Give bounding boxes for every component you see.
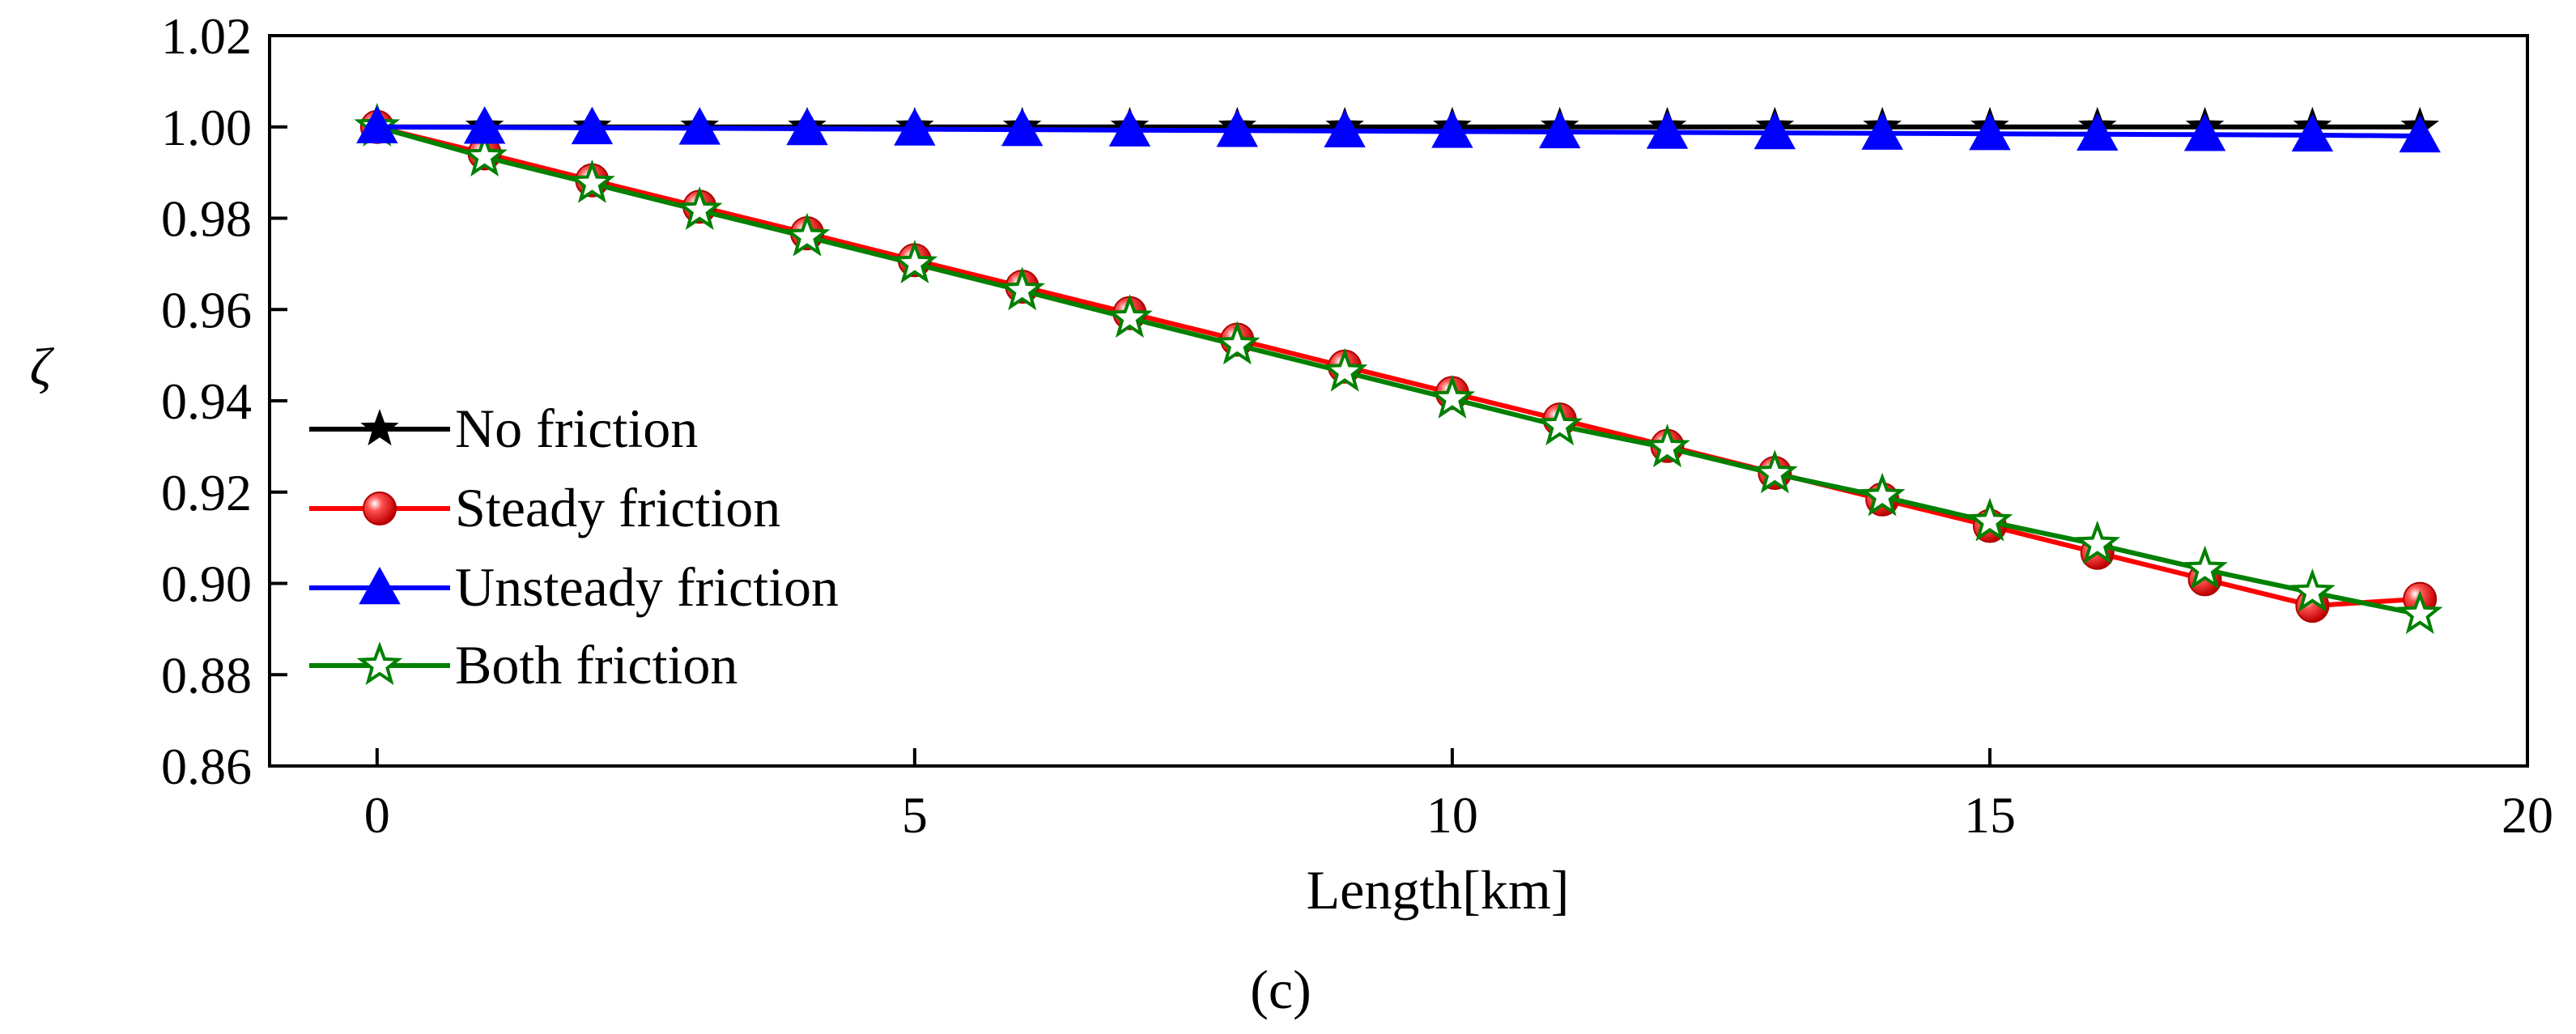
legend-item-steady-friction: Steady friction [309, 477, 780, 538]
legend-label: Unsteady friction [455, 556, 839, 618]
data-point-both-friction [676, 186, 723, 230]
data-point-unsteady-friction [463, 106, 506, 144]
data-point-unsteady-friction [1861, 112, 1903, 150]
data-point-unsteady-friction [2183, 113, 2226, 151]
data-point-unsteady-friction [1324, 109, 1366, 148]
legend-marker [356, 641, 403, 686]
y-tick-label: 0.86 [161, 738, 252, 795]
x-axis: 0 5 10 15 20 [364, 748, 2553, 844]
y-tick-label: 0.98 [161, 190, 252, 248]
y-tick-label: 0.88 [161, 646, 252, 704]
data-point-unsteady-friction [1753, 112, 1796, 150]
series-line-unsteady-friction [376, 124, 2421, 138]
data-point-both-friction [1644, 423, 1690, 468]
legend-marker [363, 491, 397, 526]
series-steady-friction [359, 109, 2438, 623]
series-both-friction [354, 103, 2443, 634]
y-tick-label: 0.96 [161, 281, 252, 338]
data-point-unsteady-friction [1216, 109, 1258, 147]
data-point-both-friction [2396, 590, 2443, 634]
data-point-both-friction [2182, 545, 2228, 589]
data-point-unsteady-friction [2077, 113, 2119, 151]
legend: No friction Steady friction Unsteady frict… [309, 398, 839, 696]
y-tick-label: 0.92 [161, 464, 252, 521]
x-tick-label: 0 [364, 786, 390, 844]
data-point-both-friction [1859, 472, 1906, 517]
data-point-both-friction [1429, 374, 1476, 419]
y-tick-label: 0.90 [161, 555, 252, 613]
data-point-both-friction [1752, 449, 1798, 494]
data-point-unsteady-friction [1646, 111, 1689, 149]
series-layer [354, 103, 2443, 634]
data-point-unsteady-friction [571, 106, 614, 145]
legend-label: Both friction [455, 634, 738, 696]
x-tick-label: 10 [1426, 786, 1478, 844]
y-axis: 0.86 0.88 0.90 0.92 0.94 0.96 0.98 1.00 1.02 [161, 7, 287, 795]
data-point-unsteady-friction [894, 108, 936, 146]
data-point-both-friction [784, 212, 831, 257]
data-point-both-friction [461, 133, 508, 177]
series-unsteady-friction [356, 105, 2441, 153]
data-point-both-friction [2289, 568, 2336, 612]
data-point-both-friction [1966, 497, 2013, 542]
y-tick-label: 1.02 [161, 7, 252, 65]
data-point-both-friction [2074, 520, 2121, 564]
data-point-unsteady-friction [786, 107, 828, 146]
data-point-both-friction [1107, 294, 1153, 338]
x-axis-label: Length[km] [1307, 859, 1570, 921]
y-tick-label: 1.00 [161, 99, 252, 156]
data-point-unsteady-friction [678, 107, 721, 145]
legend-label: Steady friction [455, 477, 780, 538]
data-point-both-friction [999, 266, 1045, 311]
data-point-unsteady-friction [1001, 109, 1044, 147]
data-point-unsteady-friction [1539, 110, 1581, 149]
y-axis-label: ζ [30, 338, 55, 397]
data-point-unsteady-friction [2291, 113, 2334, 152]
legend-marker [360, 409, 399, 446]
legend-item-both-friction: Both friction [309, 634, 738, 696]
legend-marker [359, 566, 401, 605]
panel-label: (c) [1250, 959, 1311, 1020]
data-point-unsteady-friction [356, 105, 398, 143]
legend-item-no-friction: No friction [309, 398, 698, 459]
x-tick-label: 20 [2502, 786, 2553, 844]
x-tick-label: 5 [902, 786, 928, 844]
y-tick-label: 0.94 [161, 372, 252, 430]
legend-label: No friction [455, 398, 698, 459]
data-point-unsteady-friction [1431, 110, 1473, 148]
data-point-both-friction [891, 240, 938, 283]
x-tick-label: 15 [1964, 786, 2016, 844]
data-point-unsteady-friction [1108, 109, 1151, 147]
data-point-unsteady-friction [2399, 114, 2441, 153]
data-point-both-friction [1537, 402, 1583, 446]
series-line-steady-friction [376, 124, 2421, 609]
data-point-both-friction [569, 159, 615, 203]
legend-item-unsteady-friction: Unsteady friction [309, 556, 839, 618]
data-point-unsteady-friction [1969, 113, 2011, 151]
data-point-both-friction [1321, 347, 1368, 392]
data-point-both-friction [1214, 321, 1260, 365]
